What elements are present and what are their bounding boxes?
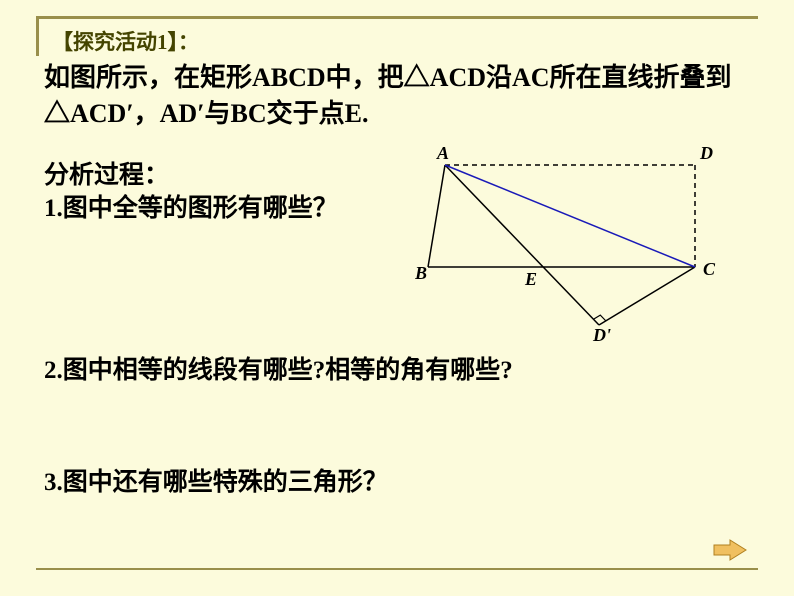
question-2: 2.图中相等的线段有哪些?相等的角有哪些? (44, 350, 513, 386)
next-arrow-icon[interactable] (712, 538, 748, 562)
svg-text:C: C (703, 259, 716, 279)
svg-text:D': D' (592, 325, 611, 345)
geometry-diagram: ADBCED' (415, 145, 735, 335)
question-1: 1.图中全等的图形有哪些？ (44, 188, 338, 224)
decorative-border-bottom (36, 568, 758, 570)
analysis-title: 分析过程： (44, 155, 169, 191)
svg-text:D: D (699, 145, 713, 163)
svg-text:B: B (415, 263, 427, 283)
question-3: 3.图中还有哪些特殊的三角形？ (44, 462, 388, 498)
decorative-border-top (36, 16, 758, 19)
svg-text:E: E (524, 269, 537, 289)
decorative-border-left (36, 16, 39, 56)
activity-header: 【探究活动1】： (48, 26, 203, 56)
svg-text:A: A (436, 145, 449, 163)
problem-statement: 如图所示，在矩形ABCD中，把△ACD沿AC所在直线折叠到△ACD′，AD′与B… (44, 60, 750, 133)
